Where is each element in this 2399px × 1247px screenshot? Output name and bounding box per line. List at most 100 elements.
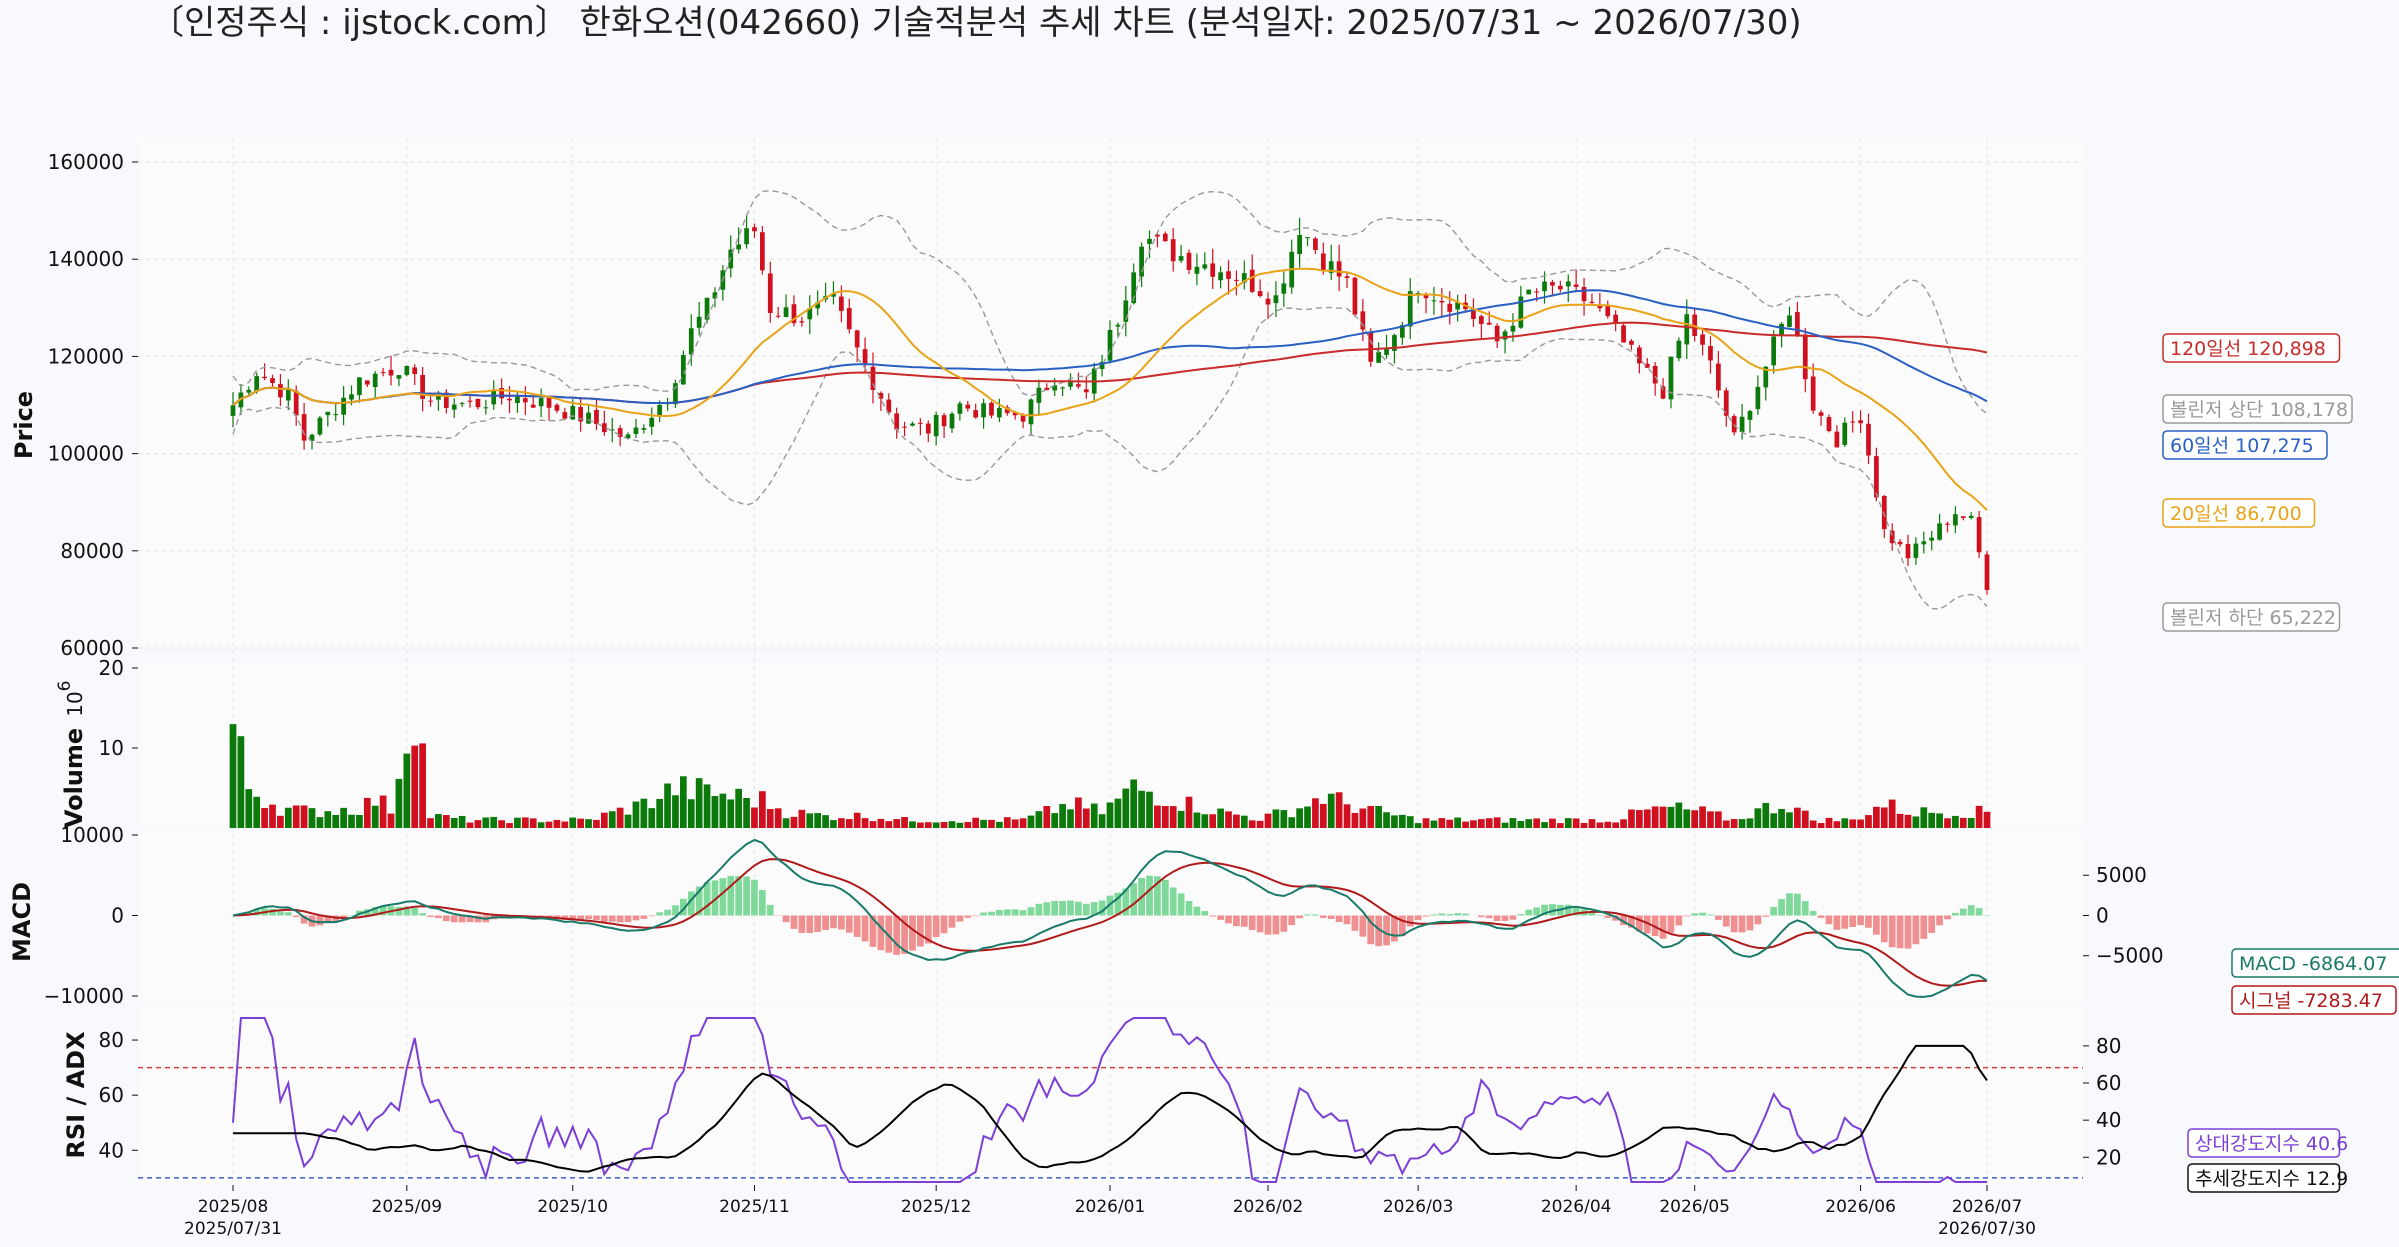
candle-body (1581, 286, 1587, 302)
candle-body (902, 426, 907, 428)
macd-histogram-bar (1090, 902, 1098, 916)
candle-body (918, 422, 923, 424)
volume-bar (1896, 813, 1904, 828)
candle-body (1976, 517, 1982, 553)
volume-bar (1359, 808, 1367, 828)
ma20-value-tag-text: 20일선 86,700 (2170, 503, 2302, 525)
volume-bar (727, 799, 735, 828)
macd-histogram-bar (300, 915, 308, 924)
candle-body (270, 378, 275, 384)
volume-bar (1122, 788, 1130, 828)
volume-bar (379, 795, 387, 828)
macd-tick-label: 10000 (60, 823, 124, 847)
macd-histogram-bar (972, 915, 980, 917)
macd-histogram-bar (1161, 879, 1169, 916)
macd-histogram-bar (1130, 883, 1138, 916)
volume-bar (553, 819, 561, 828)
candle-body (1755, 386, 1761, 410)
candle-body (941, 415, 947, 427)
volume-bar (1169, 806, 1177, 828)
volume-bar (403, 753, 411, 828)
volume-bar (1888, 799, 1896, 828)
candle-body (357, 377, 362, 396)
volume-bar (664, 783, 671, 828)
macd-histogram-bar (782, 915, 790, 923)
volume-bar (561, 821, 569, 828)
volume-bar (1715, 811, 1722, 828)
bollinger-upper-value-tag-box (2162, 394, 2353, 424)
macd-histogram-bar (340, 915, 347, 919)
candle-body (696, 316, 702, 328)
volume-bar (948, 821, 956, 828)
candle-body (712, 292, 718, 299)
macd-histogram-bar (1604, 915, 1612, 918)
date-tick-label: 2025/11 (719, 1197, 790, 1217)
macd-histogram-bar (759, 890, 766, 916)
macd-histogram-bar (1778, 899, 1785, 916)
volume-bar (1849, 819, 1857, 828)
volume-bar (751, 807, 758, 828)
macd-histogram-bar (1304, 914, 1311, 916)
ma60-line (232, 289, 1988, 406)
candle-body (1249, 269, 1255, 292)
volume-bar (1414, 823, 1422, 828)
candle-body (230, 405, 236, 416)
candle-body (1858, 420, 1863, 424)
volume-bar (1880, 807, 1888, 828)
chart-title: 〔인정주식 : ijstock.com〕 한화오션(042660) 기술적분석 … (150, 3, 1802, 43)
macd-histogram-bar (1857, 915, 1864, 926)
candle-body (1921, 541, 1927, 545)
macd-histogram-bar (1588, 912, 1596, 916)
adx-tick-label: 80 (2096, 1034, 2121, 1058)
volume-axis-exponent-power: 6 (55, 681, 75, 692)
macd-histogram-bar (1414, 915, 1422, 921)
ma60-value-tag-box (2162, 430, 2328, 460)
volume-bar (1572, 818, 1580, 828)
volume-bar (1343, 804, 1351, 828)
volume-bar (514, 817, 521, 828)
volume-bar (585, 819, 592, 828)
candle-body (1542, 281, 1547, 292)
volume-bar (474, 820, 482, 828)
macd-histogram-bar (1082, 903, 1090, 916)
macd-histogram-bar (1146, 875, 1153, 916)
volume-bar (1201, 814, 1209, 828)
candle-body (1557, 285, 1563, 290)
candle-body (1076, 384, 1081, 387)
date-tick-label: 2026/03 (1383, 1197, 1454, 1217)
macd-histogram-bar (687, 891, 695, 916)
volume-bar (1730, 819, 1738, 828)
macd-histogram-bar (1059, 900, 1066, 916)
macd-histogram-bar (1746, 915, 1754, 931)
candle-body (1083, 389, 1089, 393)
volume-bar (1833, 821, 1841, 828)
date-tick-label: 2026/04 (1541, 1197, 1612, 1217)
candle-body (1478, 316, 1484, 324)
volume-axis-exponent: 10 (63, 691, 87, 716)
macd-histogram-bar (1825, 915, 1833, 925)
macd-histogram-bar (1233, 915, 1240, 927)
candle-body (1162, 233, 1168, 242)
adx-tick-label: 40 (2096, 1108, 2121, 1132)
candle-body (1802, 334, 1808, 380)
volume-bar (1043, 806, 1051, 828)
macd-histogram-bar (1335, 915, 1343, 923)
candle-body (997, 407, 1002, 418)
macd-histogram-bar (735, 876, 743, 916)
candle-body (1913, 543, 1919, 558)
volume-bar (411, 745, 419, 828)
candle-body (1431, 300, 1437, 302)
candle-body (1723, 390, 1729, 416)
macd-histogram-bar (1256, 915, 1264, 933)
candle-body (1360, 311, 1366, 330)
volume-bar (869, 821, 877, 828)
volume-bar (1406, 816, 1414, 828)
macd-histogram-bar (1730, 915, 1738, 933)
macd-histogram-bar (1351, 915, 1359, 931)
macd-histogram-bar (956, 915, 964, 922)
grid-lines (138, 138, 2083, 1185)
candle-body (1747, 410, 1753, 420)
candle-body (1186, 252, 1192, 270)
volume-bar (648, 808, 656, 828)
